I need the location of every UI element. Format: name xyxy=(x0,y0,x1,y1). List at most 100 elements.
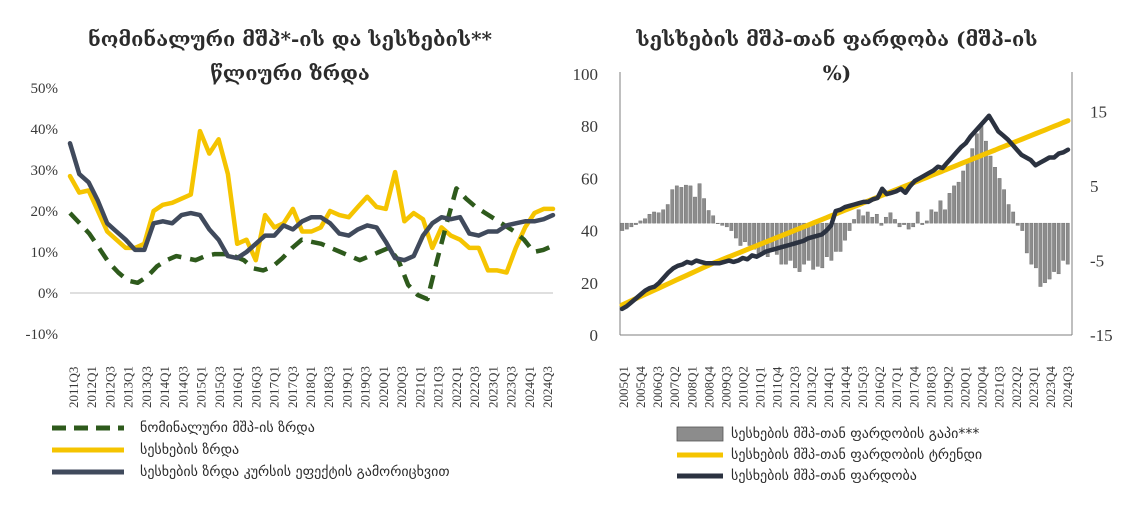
gap-bar xyxy=(965,159,970,224)
y-tick-label: 20% xyxy=(31,204,59,220)
x-tick-label: 2021Q3 xyxy=(992,366,1007,408)
gap-bar xyxy=(820,222,825,269)
x-tick-label: 2022Q2 xyxy=(1009,366,1024,408)
left-chart-svg: -10% 0% 10% 20% 30% 40% 50% 2011Q3 2012Q1 2012Q3 2… xyxy=(26,81,556,408)
left-title-line2: წლიური ზრდა xyxy=(210,61,370,85)
gap-bar xyxy=(734,222,738,239)
y2-tick-label: 5 xyxy=(1090,177,1099,196)
x-tick-label: 2019Q2 xyxy=(940,366,955,408)
gap-bar xyxy=(1047,222,1052,280)
x-tick-label: 2020Q3 xyxy=(394,366,409,408)
legend-label-loans: სესხების ზრდა xyxy=(140,442,240,458)
x-tick-label: 2012Q3 xyxy=(102,366,117,408)
gap-bar xyxy=(747,222,752,246)
gap-bar xyxy=(920,222,925,225)
y-tick-label: 0 xyxy=(590,326,599,345)
left-title-line1: ნომინალური მშპ*-ის და სესხების** xyxy=(87,27,493,51)
right-title-line2: %) xyxy=(822,61,852,85)
x-tick-label: 2017Q3 xyxy=(285,366,300,408)
x-tick-label: 2016Q3 xyxy=(248,366,263,408)
gap-bar xyxy=(979,125,984,224)
gap-bar xyxy=(1015,222,1020,226)
legend-swatch-ratio xyxy=(677,473,723,479)
x-tick-label: 2018Q3 xyxy=(923,366,938,408)
gap-bar xyxy=(620,222,625,231)
gap-bar xyxy=(938,200,943,224)
gap-bar xyxy=(1061,222,1066,261)
gap-bar xyxy=(934,211,938,224)
gap-bar xyxy=(679,187,684,224)
legend-label-loans-fx: სესხების ზრდა კურსის ეფექტის გამორიცხვით xyxy=(140,464,450,480)
gap-bar xyxy=(888,212,893,224)
x-tick-label: 2008Q4 xyxy=(701,366,716,408)
gap-bar xyxy=(1038,222,1043,287)
gap-bar xyxy=(706,210,711,224)
x-tick-label: 2019Q3 xyxy=(358,366,373,408)
gap-bar xyxy=(815,222,820,267)
gap-bar xyxy=(629,222,634,228)
gap-bar xyxy=(870,216,875,224)
y-tick-label: 10% xyxy=(31,245,59,261)
gap-bar xyxy=(943,209,947,224)
right-title-line1: სესხების მშპ-თან ფარდობა (მშპ-ის xyxy=(636,27,1038,51)
gap-bar xyxy=(902,222,906,225)
y-tick-label: 40 xyxy=(581,222,598,241)
x-tick-label: 2017Q1 xyxy=(889,366,904,408)
x-tick-label: 2017Q1 xyxy=(267,366,282,408)
x-tick-label: 2015Q3 xyxy=(855,366,870,408)
gap-bar xyxy=(684,184,688,224)
gap-bar xyxy=(897,222,902,228)
legend-swatch-gdp xyxy=(52,425,124,431)
x-tick-label: 2024Q1 xyxy=(522,366,537,408)
gap-bar xyxy=(743,222,747,242)
y2-tick-label: -5 xyxy=(1090,251,1104,270)
gap-bar xyxy=(756,222,761,255)
x-tick-label: 2009Q3 xyxy=(718,366,733,408)
series-line-loan-growth-ex-fx xyxy=(67,141,556,263)
right-chart-title: სესხების მშპ-თან ფარდობა (მშპ-ის %) xyxy=(612,22,1062,90)
right-legend: სესხების მშპ-თან ფარდობის გაპი*** სესხებ… xyxy=(675,424,1135,504)
y-tick-label: 30% xyxy=(31,163,59,179)
gap-bar xyxy=(961,170,966,224)
x-tick-label: 2012Q1 xyxy=(84,366,99,408)
x-tick-label: 2011Q3 xyxy=(66,367,81,408)
y-tick-label: 0% xyxy=(38,286,58,302)
x-tick-label: 2013Q3 xyxy=(139,366,154,408)
gap-bar xyxy=(1020,222,1025,231)
legend-swatch-gap xyxy=(676,426,724,442)
gap-bar xyxy=(665,204,670,224)
x-tick-label: 2020Q1 xyxy=(958,366,973,408)
legend-swatch-loans xyxy=(52,447,124,453)
x-tick-label: 2023Q4 xyxy=(1043,366,1058,408)
gap-bar xyxy=(738,222,743,246)
y-tick-label: 100 xyxy=(573,65,599,84)
gap-bar xyxy=(856,209,861,224)
gap-bar xyxy=(797,222,802,272)
gap-bar xyxy=(947,193,952,224)
x-tick-label: 2007Q2 xyxy=(667,366,682,408)
x-tick-label: 2022Q1 xyxy=(449,366,464,408)
gap-bar xyxy=(988,155,993,224)
x-tick-label: 2023Q1 xyxy=(1026,366,1041,408)
left-chart-panel: ნომინალური მშპ*-ის და სესხების** წლიური … xyxy=(26,27,556,480)
gap-bar xyxy=(874,213,879,224)
x-tick-label: 2023Q1 xyxy=(485,366,500,408)
x-tick-label: 2015Q3 xyxy=(212,366,227,408)
gap-bar xyxy=(1043,222,1047,283)
series-line-gdp-growth xyxy=(68,186,554,302)
gap-bar xyxy=(779,222,784,265)
gap-bar xyxy=(984,140,988,224)
gap-bar xyxy=(838,222,843,252)
y2-tick-label: 15 xyxy=(1090,102,1107,121)
x-tick-label: 2021Q3 xyxy=(431,366,446,408)
x-tick-label: 2013Q2 xyxy=(804,366,819,408)
x-tick-label: 2017Q4 xyxy=(906,366,921,408)
x-tick-label: 2024Q3 xyxy=(1060,366,1075,408)
gap-bar xyxy=(638,220,643,224)
x-tick-label: 2014Q1 xyxy=(157,366,172,408)
gap-bar xyxy=(811,222,816,270)
gap-bar xyxy=(1056,222,1061,275)
gap-bar xyxy=(624,222,629,230)
gap-bar xyxy=(929,209,934,224)
gap-bar xyxy=(724,222,729,228)
